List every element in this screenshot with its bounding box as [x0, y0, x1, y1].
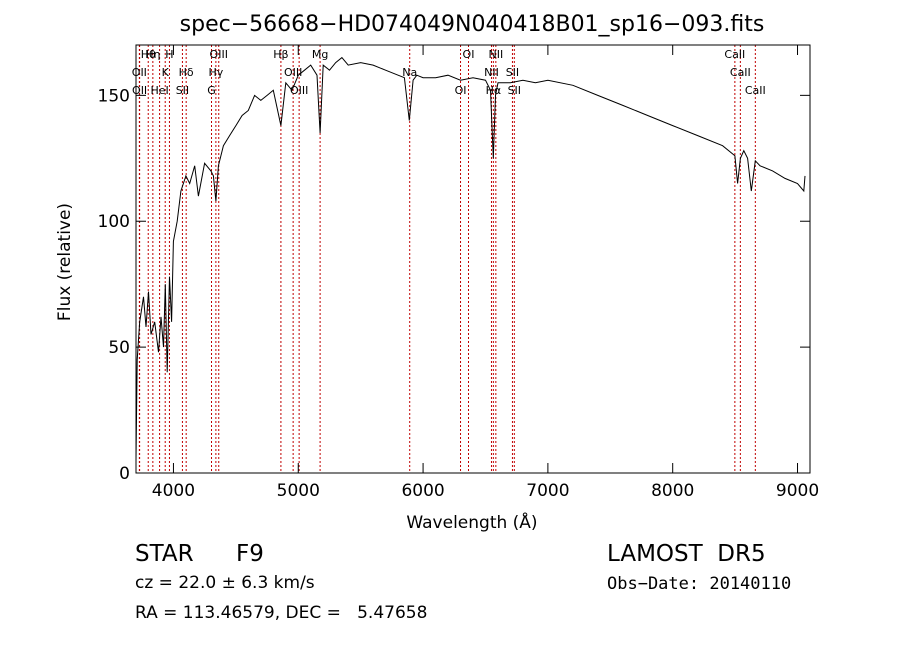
obs-date-label: Obs−Date: 20140110 [607, 574, 792, 594]
spectral-line-label: NII [488, 48, 503, 61]
spectral-line-label: G [207, 84, 216, 97]
x-tick-label: 7000 [526, 481, 569, 501]
spectral-line-label: OI [463, 48, 475, 61]
spectral-line-label: Hη [145, 48, 160, 61]
spectral-line-label: K [162, 66, 170, 79]
spectral-line-label: Mg [312, 48, 328, 61]
spectral-line-label: SII [508, 84, 521, 97]
coordinates-label: RA = 113.46579, DEC = 5.47658 [135, 603, 428, 623]
x-tick-label: 5000 [277, 481, 320, 501]
x-tick-label: 9000 [776, 481, 819, 501]
x-tick-label: 4000 [152, 481, 195, 501]
spectral-line-label: SII [506, 66, 519, 79]
subclass-label: F9 [236, 541, 264, 567]
spectral-line-label: CaII [724, 48, 745, 61]
spectral-line-label: Hβ [273, 48, 288, 61]
x-tick-label: 6000 [401, 481, 444, 501]
plot-frame [135, 44, 811, 474]
y-tick-label: 0 [119, 464, 130, 484]
spectral-line-label: Hδ [179, 66, 194, 79]
x-axis-ticks: 4000 5000 6000 7000 8000 9000 [152, 45, 819, 501]
spectral-line-label: CaII [745, 84, 766, 97]
spectral-line-labels: HθOIIOIIHηKHeIHHδSIIOIIIHγGHβOIIIOIIIMgN… [132, 48, 766, 97]
spectral-line-label: CaII [730, 66, 751, 79]
survey-label: LAMOST DR5 [607, 541, 766, 567]
spectral-line-label: NII [484, 66, 499, 79]
y-axis-ticks: 0 50 100 150 [98, 86, 810, 484]
spectral-line-label: OIII [210, 48, 228, 61]
y-tick-label: 150 [98, 86, 130, 106]
spectral-line-label: Hθ [141, 48, 156, 61]
redshift-label: cz = 22.0 ± 6.3 km/s [135, 573, 315, 593]
y-tick-label: 50 [108, 338, 130, 358]
spectral-line-label: OIII [284, 66, 302, 79]
spectral-line-label: HeI [150, 84, 168, 97]
spectral-line-label: OII [132, 66, 147, 79]
spectral-line-label: OIII [290, 84, 308, 97]
x-tick-label: 8000 [651, 481, 694, 501]
spectral-line-label: Na [402, 66, 417, 79]
spectral-line-markers [138, 45, 756, 473]
object-class-label: STAR [135, 541, 194, 567]
y-axis-label: Flux (relative) [55, 203, 75, 321]
spectral-line-label: H [165, 48, 173, 61]
chart-title: spec−56668−HD074049N040418B01_sp16−093.f… [180, 12, 765, 37]
spectral-line-label: SII [176, 84, 189, 97]
spectral-line-label: OI [455, 84, 467, 97]
spectrum-series-line [135, 56, 806, 461]
spectral-line-label: Hγ [208, 66, 223, 79]
y-tick-label: 100 [98, 212, 130, 232]
x-axis-label: Wavelength (Å) [406, 511, 537, 533]
